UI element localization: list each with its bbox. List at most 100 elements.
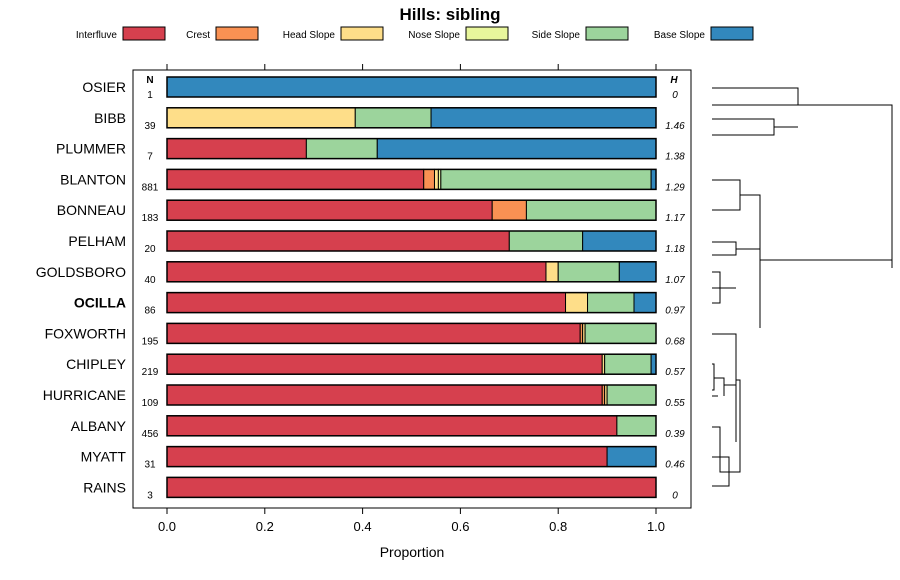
bar-outline (166, 476, 657, 499)
h-value: 0 (672, 490, 678, 501)
bar-segment (166, 353, 603, 375)
h-value: 0.55 (665, 398, 685, 409)
bar-outline (166, 445, 657, 468)
category-label: FOXWORTH (45, 325, 126, 341)
row-labels-group: OSIER 1 0 BIBB 39 1.46 PLUMMER 7 1.38 BLANTON 881 1… (36, 79, 685, 501)
bar-segment (604, 353, 652, 375)
bar-segment (525, 199, 657, 221)
n-value: 40 (144, 275, 156, 286)
bar-segment (606, 446, 657, 468)
n-value: 39 (144, 121, 156, 132)
bar-segment (618, 261, 657, 283)
dendrogram-branches (712, 87, 893, 487)
legend-label: Crest (186, 30, 210, 41)
category-label: OCILLA (74, 295, 126, 311)
bar-segment (565, 292, 589, 314)
bar-outline (166, 291, 657, 314)
category-label: BIBB (94, 110, 126, 126)
category-label: PELHAM (68, 233, 126, 249)
bar-segment (166, 230, 510, 252)
n-value: 881 (142, 182, 159, 193)
legend-label: Head Slope (283, 30, 336, 41)
bar-segment (557, 261, 620, 283)
bars-group (166, 76, 657, 499)
bar-segment (587, 292, 635, 314)
bar-segment (166, 76, 657, 98)
h-value: 0.68 (665, 336, 685, 347)
bar-segment (166, 168, 425, 190)
bar-segment (166, 107, 356, 129)
h-value: 0.57 (665, 367, 685, 378)
h-value: 1.29 (665, 182, 685, 193)
legend-swatch (340, 26, 384, 41)
n-value: 195 (142, 336, 159, 347)
bar-segment (166, 322, 581, 344)
bar-segment (633, 292, 657, 314)
legend-label: Interfluve (76, 30, 118, 41)
bar-segment (166, 384, 603, 406)
category-label: MYATT (81, 449, 127, 465)
h-value: 1.18 (665, 244, 685, 255)
h-value: 1.17 (665, 213, 685, 224)
x-tick-label: 0.4 (354, 519, 372, 534)
bar-segment (433, 168, 439, 190)
n-value: 109 (142, 398, 159, 409)
bar-outline (166, 76, 657, 98)
x-axis-label: Proportion (380, 544, 445, 560)
h-value: 1.07 (665, 275, 685, 286)
legend-label: Nose Slope (408, 30, 460, 41)
h-value: 0.97 (665, 306, 685, 317)
bar-segment (440, 168, 652, 190)
n-value: 3 (147, 490, 153, 501)
n-value: 183 (142, 213, 159, 224)
category-label: HURRICANE (43, 387, 126, 403)
bar-segment (508, 230, 584, 252)
bar-outline (166, 261, 657, 283)
x-tick-label: 0.2 (256, 519, 274, 534)
bar-outline (166, 199, 657, 221)
h-value: 1.38 (665, 152, 685, 163)
legend-swatch (710, 26, 754, 41)
bar-segment (430, 107, 657, 129)
bar-segment (166, 476, 657, 498)
bar-segment (166, 138, 307, 160)
chart-title: Hills: sibling (399, 5, 500, 24)
n-value: 86 (144, 306, 156, 317)
n-value: 456 (142, 429, 159, 440)
bar-outline (166, 415, 657, 437)
bar-segment (616, 415, 657, 437)
bar-segment (166, 292, 567, 314)
category-label: BLANTON (60, 171, 126, 187)
bar-outline (166, 230, 657, 252)
n-value: 1 (147, 90, 153, 101)
bar-outline (166, 107, 657, 129)
category-label: CHIPLEY (66, 356, 127, 372)
n-value: 219 (142, 367, 159, 378)
h-value: 1.46 (665, 121, 685, 132)
legend-swatch (122, 26, 166, 41)
category-label: RAINS (83, 479, 126, 495)
bar-segment (354, 107, 432, 129)
bar-segment (376, 138, 657, 160)
n-value: 7 (147, 152, 153, 163)
bar-segment (606, 384, 657, 406)
legend-swatch (215, 26, 259, 41)
bar-segment (491, 199, 527, 221)
n-value: 20 (144, 244, 156, 255)
legend-label: Base Slope (654, 30, 706, 41)
bar-outline (166, 168, 657, 191)
x-tick-label: 1.0 (647, 519, 665, 534)
bar-segment (545, 261, 559, 283)
bar-segment (166, 199, 493, 221)
legend-swatch (465, 26, 509, 41)
bar-segment (584, 322, 657, 344)
x-tick-label: 0.0 (158, 519, 176, 534)
category-label: PLUMMER (56, 141, 126, 157)
bar-outline (166, 384, 657, 406)
bar-segment (423, 168, 435, 190)
x-tick-label: 0.6 (451, 519, 469, 534)
bar-segment (582, 230, 657, 252)
category-label: GOLDSBORO (36, 264, 126, 280)
dendrogram (712, 87, 893, 487)
category-label: OSIER (82, 79, 126, 95)
